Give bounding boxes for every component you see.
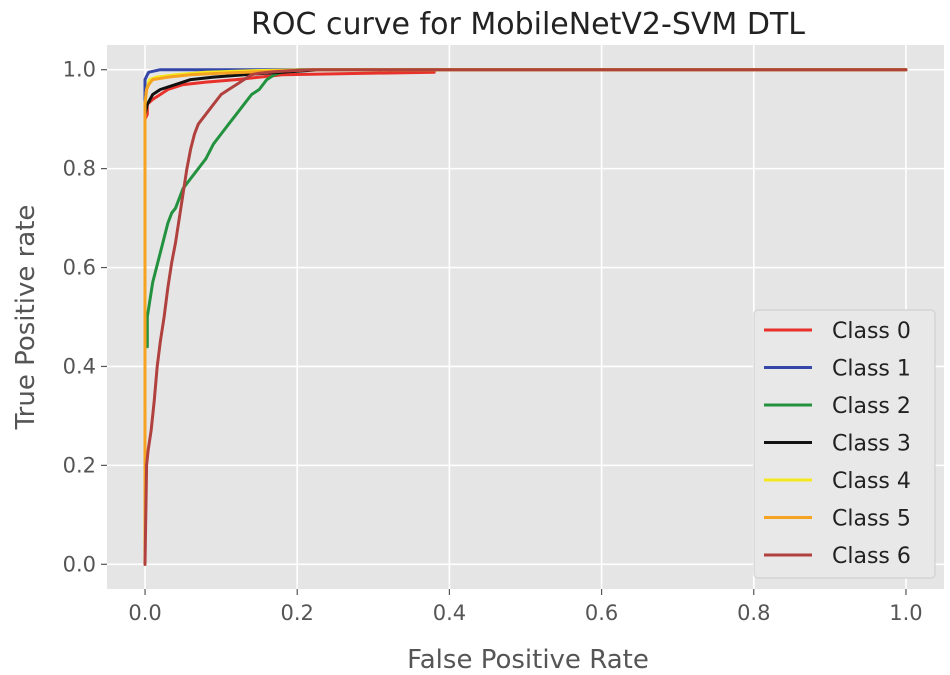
y-tick-label: 0.8 (63, 157, 96, 181)
y-tick-label: 0.2 (63, 453, 96, 477)
y-tick-label: 1.0 (63, 58, 96, 82)
x-tick-label: 0.4 (433, 601, 466, 625)
x-tick-label: 0.2 (281, 601, 314, 625)
y-axis-label: True Positive rate (11, 205, 41, 431)
y-tick-labels: 0.0 0.2 0.4 0.6 0.8 1.0 (63, 58, 107, 576)
grid (107, 45, 944, 589)
x-tick-label: 0.8 (737, 601, 770, 625)
legend: Class 0 Class 1 Class 2 Class 3 Class 4 Class… (753, 309, 936, 579)
x-tick-label: 0.6 (585, 601, 618, 625)
legend-label: Class 4 (832, 469, 911, 494)
series-lines (143, 68, 908, 566)
legend-label: Class 6 (832, 544, 911, 569)
series-line-class-6 (143, 68, 908, 566)
x-axis-label: False Positive Rate (407, 645, 649, 675)
legend-box (753, 309, 936, 579)
y-tick-label: 0.6 (63, 256, 96, 280)
x-tick-label: 0.0 (128, 601, 161, 625)
legend-label: Class 3 (832, 432, 911, 457)
series-line-class-2 (145, 68, 908, 349)
y-tick-label: 0.0 (63, 552, 96, 576)
legend-label: Class 1 (832, 357, 911, 382)
y-tick-label: 0.4 (63, 354, 96, 378)
x-tick-labels: 0.0 0.2 0.4 0.6 0.8 1.0 (128, 589, 923, 625)
legend-label: Class 5 (832, 507, 911, 532)
x-tick-label: 1.0 (889, 601, 922, 625)
series-line-class-0 (143, 68, 908, 566)
chart-title: ROC curve for MobileNetV2-SVM DTL (251, 7, 805, 42)
legend-label: Class 0 (832, 319, 911, 344)
legend-label: Class 2 (832, 394, 911, 419)
